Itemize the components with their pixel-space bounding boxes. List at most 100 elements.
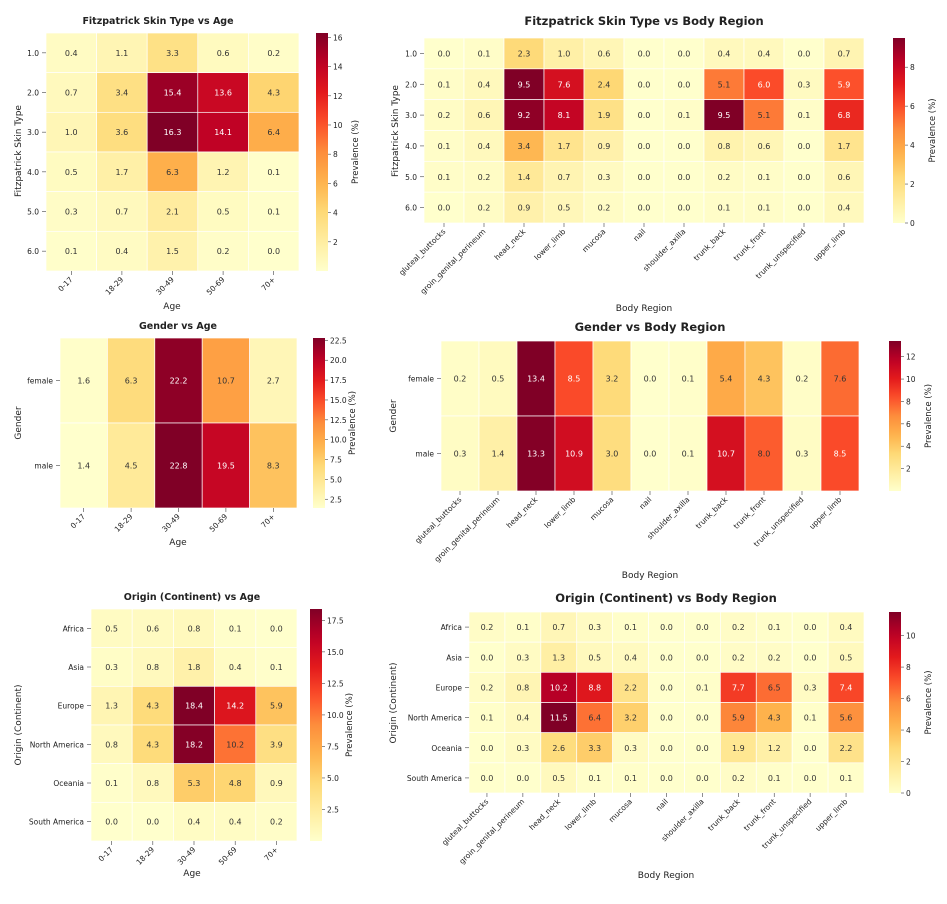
- y-tick-label: North America: [408, 714, 462, 723]
- y-axis-label: Origin (Continent): [389, 662, 399, 743]
- heatmap-cell: [197, 151, 249, 193]
- cell-label: 0.0: [644, 375, 657, 384]
- heatmap-cell: [146, 191, 199, 232]
- colorbar-tick-label: 2: [906, 758, 911, 767]
- cell-label: 0.8: [516, 683, 529, 692]
- cell-label: 0.4: [478, 142, 491, 151]
- cell-label: 7.4: [840, 683, 853, 692]
- cell-label: 13.4: [527, 375, 545, 384]
- colorbar-tick-label: 6: [906, 695, 911, 704]
- heatmap-cell: [90, 647, 133, 687]
- heatmap-cell: [503, 37, 545, 70]
- cell-label: 0.8: [146, 663, 159, 672]
- cell-label: 3.4: [518, 142, 531, 151]
- heatmap-cell: [540, 641, 578, 673]
- cell-label: 0.3: [588, 623, 601, 632]
- heatmap-panel-2: Fitzpatrick Skin Type vs Body Region 0.0 0…: [391, 14, 938, 314]
- heatmap-cell: [703, 99, 745, 131]
- cell-label: 9.5: [718, 111, 731, 120]
- y-tick-label: Oceania: [431, 744, 462, 753]
- cell-label: 2.2: [840, 744, 853, 753]
- x-tick-label: 18-29: [134, 845, 156, 867]
- cell-label: 9.2: [518, 111, 531, 120]
- cell-label: 0.1: [481, 714, 494, 723]
- heatmap-cell: [154, 337, 203, 424]
- cell-label: 0.0: [638, 173, 651, 182]
- cell-label: 0.5: [492, 375, 505, 384]
- cell-label: 0.0: [267, 247, 280, 256]
- cell-label: 1.4: [518, 173, 531, 182]
- colorbar-label: Prevalence (%): [348, 391, 358, 455]
- colorbar-tick-label: 4: [910, 141, 915, 150]
- cell-label: 0.1: [438, 173, 451, 182]
- heatmap-cell: [783, 130, 825, 162]
- y-axis-label: Gender: [389, 399, 399, 432]
- colorbar-tick-label: 14: [333, 63, 343, 72]
- colorbar-tick-label: 12.5: [327, 679, 344, 688]
- cell-label: 0.1: [65, 247, 78, 256]
- cell-label: 8.0: [758, 450, 771, 459]
- heatmap-cell: [248, 191, 300, 232]
- heatmap-cell: [131, 608, 174, 649]
- heatmap-cell: [823, 160, 865, 193]
- cell-label: 0.0: [516, 774, 529, 783]
- cell-label: 0.0: [638, 111, 651, 120]
- cell-label: 0.7: [552, 623, 565, 632]
- heatmap-cell: [755, 762, 793, 794]
- cell-label: 2.2: [624, 683, 637, 692]
- x-tick-label: mucosa: [580, 227, 607, 254]
- heatmap-cell: [540, 762, 578, 794]
- cell-label: 0.0: [438, 204, 451, 213]
- colorbar-tick-label: 10.0: [327, 711, 344, 720]
- cell-label: 10.7: [217, 377, 235, 386]
- cell-label: 6.4: [267, 128, 280, 137]
- cell-label: 0.1: [804, 714, 817, 723]
- cell-label: 1.0: [558, 49, 571, 58]
- cell-label: 0.0: [660, 774, 673, 783]
- cell-label: 0.9: [598, 142, 611, 151]
- cell-label: 0.0: [696, 714, 709, 723]
- colorbar-tick-label: 12: [906, 353, 916, 362]
- cell-label: 11.5: [550, 714, 568, 723]
- x-tick-label: head_neck: [493, 227, 528, 262]
- colorbar-tick-label: 6: [910, 102, 915, 111]
- y-tick-label: 3.0: [405, 111, 417, 120]
- cell-label: 8.5: [568, 375, 581, 384]
- cell-label: 1.9: [732, 744, 745, 753]
- colorbar-tick-label: 2.5: [330, 495, 342, 504]
- heatmap-cell: [663, 99, 705, 131]
- heatmap-cell: [173, 801, 215, 842]
- cell-label: 3.2: [606, 375, 619, 384]
- cell-label: 18.2: [185, 740, 203, 749]
- x-tick-label: 18-29: [104, 275, 126, 297]
- cell-label: 1.5: [166, 247, 179, 256]
- cell-label: 0.3: [598, 173, 611, 182]
- heatmap-cell: [255, 724, 298, 765]
- cell-label: 19.5: [217, 462, 235, 471]
- cell-label: 4.3: [146, 740, 159, 749]
- heatmap-panel-4: Gender vs Body Region 0.2 0.5 13.4 8.5 3.2 0.0…: [389, 320, 934, 581]
- cell-label: 0.0: [804, 774, 817, 783]
- cell-label: 1.4: [492, 450, 505, 459]
- cell-label: 0.4: [116, 247, 129, 256]
- colorbar: [313, 338, 325, 508]
- cell-label: 16.3: [164, 128, 182, 137]
- cell-label: 0.0: [660, 744, 673, 753]
- cell-label: 0.7: [116, 208, 129, 217]
- x-axis-label: Age: [163, 302, 181, 312]
- heatmap-cell: [743, 37, 785, 70]
- cell-label: 5.9: [270, 702, 283, 711]
- heatmap-cell: [214, 685, 257, 726]
- heatmap-cell: [423, 68, 465, 101]
- cell-label: 0.2: [796, 375, 809, 384]
- heatmap-cell: [131, 801, 174, 842]
- heatmap-cell: [146, 151, 199, 193]
- cell-label: 0.4: [229, 663, 242, 672]
- x-tick-label: trunk_front: [742, 797, 778, 833]
- x-axis-label: Body Region: [622, 571, 678, 581]
- heatmap-cell: [823, 191, 865, 224]
- cell-label: 3.6: [116, 128, 129, 137]
- heatmap-cell: [684, 762, 721, 794]
- x-tick-label: 30-49: [154, 275, 176, 297]
- y-tick-label: male: [34, 462, 53, 471]
